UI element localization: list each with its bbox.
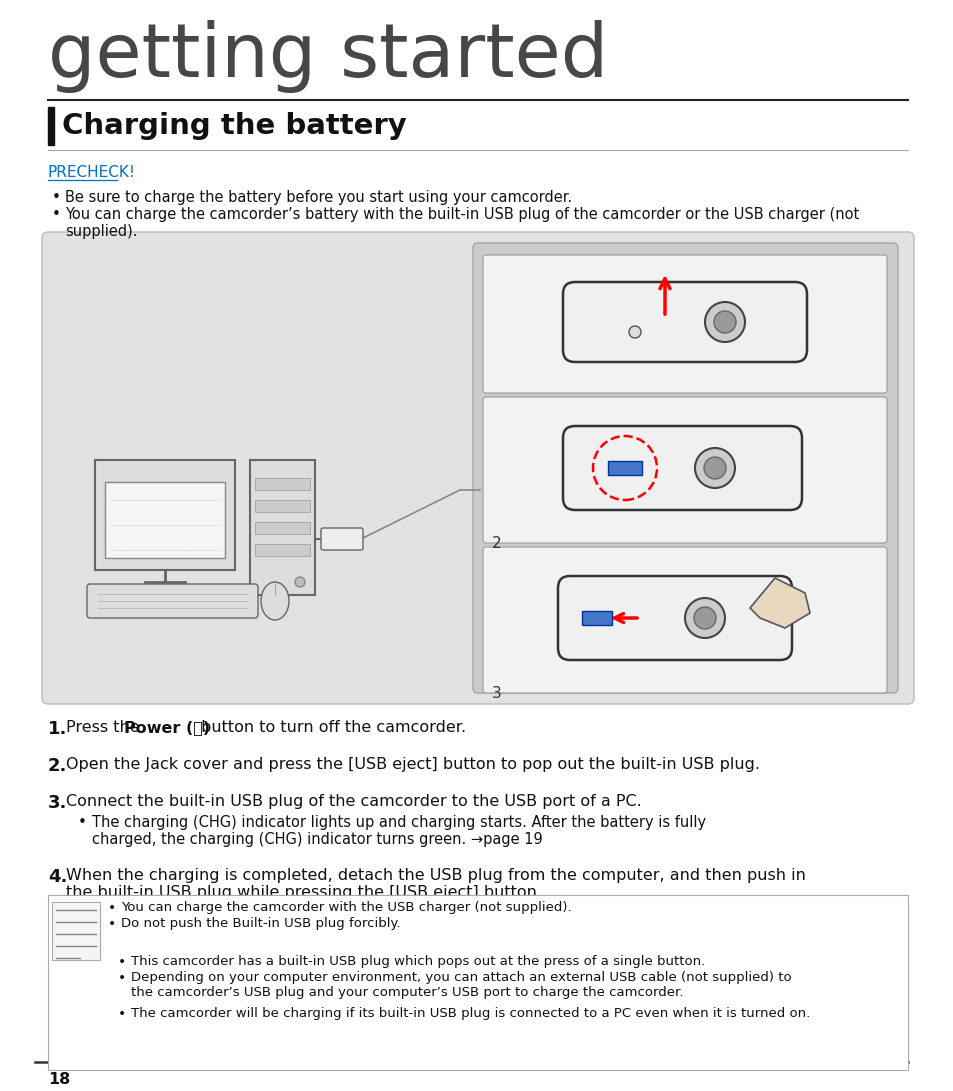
Text: •: •	[52, 190, 61, 205]
Text: When the charging is completed, detach the USB plug from the computer, and then : When the charging is completed, detach t…	[66, 868, 805, 900]
Text: •: •	[108, 901, 116, 915]
Text: 4.: 4.	[48, 868, 68, 886]
FancyBboxPatch shape	[320, 528, 363, 550]
FancyBboxPatch shape	[558, 576, 791, 660]
FancyBboxPatch shape	[87, 584, 257, 618]
Text: Do not push the Built-in USB plug forcibly.: Do not push the Built-in USB plug forcib…	[121, 918, 400, 930]
Text: 3: 3	[492, 686, 501, 702]
Text: Power (⏻): Power (⏻)	[124, 720, 210, 735]
Text: The camcorder will be charging if its built-in USB plug is connected to a PC eve: The camcorder will be charging if its bu…	[131, 1007, 809, 1020]
Bar	[254, 478, 310, 490]
FancyBboxPatch shape	[473, 243, 897, 693]
FancyBboxPatch shape	[482, 397, 886, 543]
Circle shape	[693, 607, 716, 630]
Text: This camcorder has a built-in USB plug which pops out at the press of a single b: This camcorder has a built-in USB plug w…	[131, 955, 704, 968]
Text: 1.: 1.	[48, 720, 68, 738]
Text: button to turn off the camcorder.: button to turn off the camcorder.	[195, 720, 466, 735]
Circle shape	[294, 577, 305, 587]
Bar	[250, 460, 314, 595]
Bar	[254, 544, 310, 556]
Circle shape	[628, 326, 640, 338]
FancyBboxPatch shape	[482, 255, 886, 393]
Text: •: •	[108, 918, 116, 931]
FancyBboxPatch shape	[42, 232, 913, 704]
FancyBboxPatch shape	[482, 547, 886, 693]
Bar	[95, 460, 234, 570]
Text: Be sure to charge the battery before you start using your camcorder.: Be sure to charge the battery before you…	[65, 190, 572, 205]
Bar	[48, 895, 907, 1070]
Bar	[105, 482, 225, 558]
Circle shape	[695, 448, 734, 488]
Text: Depending on your computer environment, you can attach an external USB cable (no: Depending on your computer environment, …	[131, 971, 791, 999]
Text: •: •	[118, 971, 126, 985]
Text: •: •	[78, 815, 87, 830]
Bar	[48, 107, 54, 145]
Bar	[607, 461, 641, 475]
Ellipse shape	[261, 582, 289, 620]
Text: Press the: Press the	[66, 720, 145, 735]
Circle shape	[684, 598, 724, 638]
Text: You can charge the camcorder with the USB charger (not supplied).: You can charge the camcorder with the US…	[121, 901, 571, 914]
Bar	[254, 500, 310, 512]
Text: 2: 2	[492, 536, 501, 551]
Polygon shape	[749, 578, 809, 628]
Bar	[254, 521, 310, 533]
Circle shape	[713, 311, 735, 333]
Text: getting started: getting started	[48, 20, 608, 93]
FancyBboxPatch shape	[562, 281, 806, 362]
FancyBboxPatch shape	[562, 425, 801, 509]
Text: •: •	[118, 1007, 126, 1021]
Bar	[52, 902, 100, 960]
Text: 3.: 3.	[48, 794, 68, 812]
Circle shape	[704, 302, 744, 341]
Text: Charging the battery: Charging the battery	[62, 112, 406, 140]
Text: •: •	[52, 207, 61, 221]
Text: The charging (CHG) indicator lights up and charging starts. After the battery is: The charging (CHG) indicator lights up a…	[91, 815, 705, 848]
Text: 18: 18	[48, 1072, 71, 1087]
Text: 2.: 2.	[48, 757, 68, 775]
Text: You can charge the camcorder’s battery with the built-in USB plug of the camcord: You can charge the camcorder’s battery w…	[65, 207, 859, 239]
Text: Connect the built-in USB plug of the camcorder to the USB port of a PC.: Connect the built-in USB plug of the cam…	[66, 794, 641, 810]
Bar	[581, 611, 612, 625]
Circle shape	[703, 457, 725, 479]
Text: •: •	[118, 955, 126, 969]
Text: Open the Jack cover and press the [USB eject] button to pop out the built-in USB: Open the Jack cover and press the [USB e…	[66, 757, 760, 772]
Text: PRECHECK!: PRECHECK!	[48, 165, 135, 180]
